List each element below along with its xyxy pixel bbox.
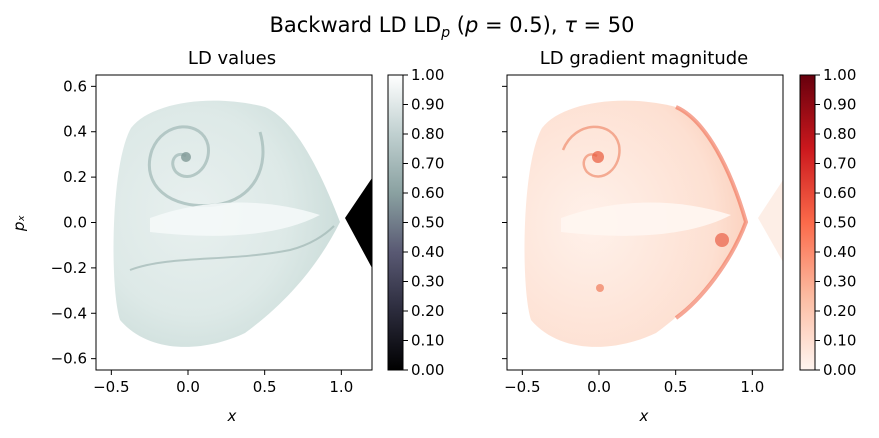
y-tick-label: 0.4 bbox=[63, 123, 87, 141]
gradient-y-ticks bbox=[502, 85, 507, 360]
colorbar-tick-label: 0.90 bbox=[411, 96, 444, 114]
colorbar-tick-label: 0.70 bbox=[411, 155, 444, 173]
ld-band bbox=[150, 202, 320, 236]
ld-spiral bbox=[147, 125, 265, 208]
gradient-colorbar: 0.00 0.10 0.20 0.30 0.40 0.50 0.60 0.70 0.80 0.90… bbox=[799, 66, 856, 379]
colorbar-tick-label: 1.00 bbox=[823, 66, 856, 84]
ld-y-axis-label: pₓ bbox=[10, 215, 28, 233]
x-tick-label: 0.0 bbox=[587, 378, 611, 396]
ld-y-ticks: 0.6 0.4 0.2 0.0 −0.2 −0.4 −0.6 bbox=[51, 77, 96, 368]
gradient-colorbar-gradient bbox=[799, 74, 816, 371]
y-tick-label: −0.4 bbox=[51, 304, 87, 322]
gradient-spiral bbox=[561, 125, 621, 178]
gradient-hotspot bbox=[715, 233, 729, 247]
ld-vortex-core bbox=[181, 152, 191, 162]
colorbar-tick-label: 0.40 bbox=[823, 243, 856, 261]
y-tick-label: −0.6 bbox=[51, 350, 87, 368]
gradient-boundary-high bbox=[674, 105, 749, 320]
ld-colorbar-gradient bbox=[387, 74, 404, 371]
colorbar-tick-label: 0.00 bbox=[823, 361, 856, 379]
gradient-lower-spot bbox=[596, 284, 604, 292]
colorbar-tick-label: 0.20 bbox=[823, 302, 856, 320]
colorbar-tick-label: 0.70 bbox=[823, 155, 856, 173]
ld-values-title: LD values bbox=[188, 48, 276, 69]
x-tick-label: 0.5 bbox=[253, 378, 277, 396]
colorbar-tick-label: 0.20 bbox=[411, 302, 444, 320]
x-tick-label: 0.5 bbox=[664, 378, 688, 396]
x-tick-label: −0.5 bbox=[504, 378, 540, 396]
gradient-colorbar-ticks: 0.00 0.10 0.20 0.30 0.40 0.50 0.60 0.70 0.80 0.90… bbox=[815, 66, 856, 379]
x-tick-label: 0.0 bbox=[176, 378, 200, 396]
x-tick-label: −0.5 bbox=[93, 378, 129, 396]
ld-x-axis-label: x bbox=[227, 407, 237, 425]
colorbar-tick-label: 0.50 bbox=[411, 214, 444, 232]
gradient-x-ticks: −0.5 0.0 0.5 1.0 bbox=[504, 370, 764, 396]
colorbar-tick-label: 0.10 bbox=[823, 332, 856, 350]
y-tick-label: −0.2 bbox=[51, 259, 87, 277]
colorbar-tick-label: 0.80 bbox=[823, 125, 856, 143]
ld-lower-streak bbox=[129, 225, 335, 271]
ld-gradient-panel: −0.5 0.0 0.5 1.0 LD gradient magnitude x 0.… bbox=[502, 48, 856, 425]
y-tick-label: 0.6 bbox=[63, 77, 87, 95]
ld-colorbar: 0.00 0.10 0.20 0.30 0.40 0.50 0.60 0.70 0.80 0.90… bbox=[387, 66, 444, 379]
ld-values-heatmap bbox=[113, 100, 372, 347]
colorbar-tick-label: 0.60 bbox=[411, 184, 444, 202]
colorbar-tick-label: 0.50 bbox=[823, 214, 856, 232]
y-tick-label: 0.2 bbox=[63, 168, 87, 186]
colorbar-tick-label: 0.80 bbox=[411, 125, 444, 143]
colorbar-tick-label: 0.30 bbox=[411, 273, 444, 291]
y-tick-label: 0.0 bbox=[63, 214, 87, 232]
colorbar-tick-label: 0.40 bbox=[411, 243, 444, 261]
colorbar-tick-label: 0.10 bbox=[411, 332, 444, 350]
gradient-vortex-core bbox=[592, 151, 604, 163]
colorbar-tick-label: 0.90 bbox=[823, 96, 856, 114]
gradient-x-axis-label: x bbox=[639, 407, 649, 425]
x-tick-label: 1.0 bbox=[740, 378, 764, 396]
ld-colorbar-ticks: 0.00 0.10 0.20 0.30 0.40 0.50 0.60 0.70 0.80 0.90… bbox=[403, 66, 444, 379]
ld-values-panel: −0.5 0.0 0.5 1.0 0.6 0.4 0.2 0.0 −0.2 −0.4 −0.6 L… bbox=[10, 48, 444, 425]
ld-gradient-heatmap bbox=[524, 100, 783, 347]
figure-suptitle: Backward LD LDp (p = 0.5), τ = 50 bbox=[269, 13, 634, 41]
ld-x-ticks: −0.5 0.0 0.5 1.0 bbox=[93, 370, 353, 396]
x-tick-label: 1.0 bbox=[329, 378, 353, 396]
gradient-band bbox=[561, 202, 731, 236]
colorbar-tick-label: 0.30 bbox=[823, 273, 856, 291]
colorbar-tick-label: 1.00 bbox=[411, 66, 444, 84]
gradient-outer-region bbox=[758, 180, 783, 262]
colorbar-tick-label: 0.60 bbox=[823, 184, 856, 202]
ld-gradient-title: LD gradient magnitude bbox=[540, 48, 749, 69]
colorbar-tick-label: 0.00 bbox=[411, 361, 444, 379]
ld-outer-region bbox=[345, 178, 372, 268]
